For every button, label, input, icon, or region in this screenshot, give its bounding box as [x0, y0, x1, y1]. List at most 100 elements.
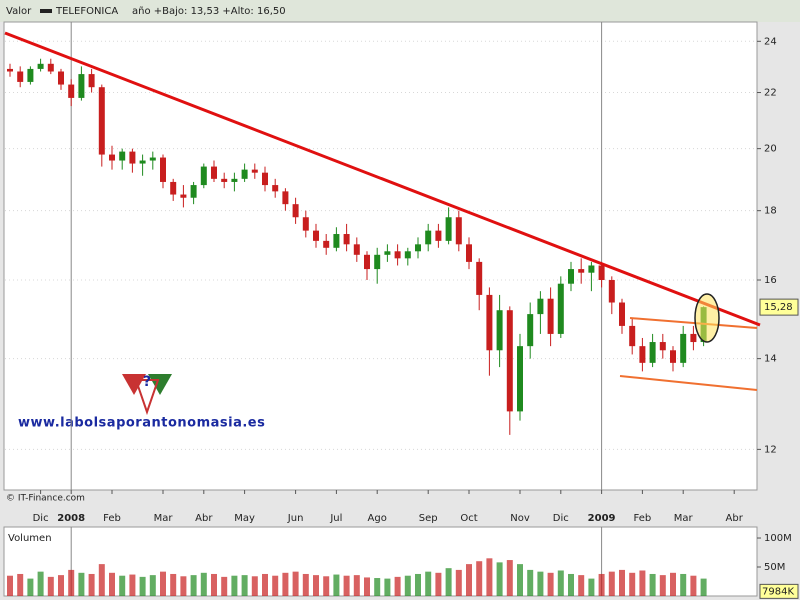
candle-body — [333, 234, 340, 248]
candle-body — [353, 244, 360, 255]
volume-bar — [292, 571, 299, 596]
y-tick-label: 20 — [764, 144, 777, 155]
candle-body — [160, 157, 166, 182]
volume-bar — [272, 575, 279, 596]
candle-body — [517, 346, 523, 412]
volume-bar — [119, 575, 126, 596]
volume-bar — [506, 560, 513, 596]
volume-bar — [425, 571, 432, 596]
volume-bar — [262, 573, 268, 596]
last-volume-label: 7984K — [762, 586, 794, 597]
volume-bar — [98, 564, 105, 596]
volume-bar — [404, 575, 411, 596]
volume-bar — [680, 573, 687, 596]
x-tick-label: 2008 — [57, 513, 85, 524]
y-tick-label: 18 — [764, 206, 777, 217]
volume-bar — [639, 570, 646, 596]
candle-body — [486, 294, 493, 351]
volume-bar — [231, 575, 238, 596]
candle-body — [292, 204, 299, 218]
volume-bar — [37, 571, 44, 596]
candle-body — [404, 251, 411, 259]
legend-swatch — [40, 9, 52, 13]
volume-bar — [139, 576, 146, 596]
volume-bar — [455, 569, 462, 596]
volume-bar — [180, 576, 187, 596]
last-volume-box — [759, 583, 799, 599]
candle-body — [262, 172, 268, 186]
candle-body — [119, 151, 126, 161]
volume-bar — [517, 564, 523, 596]
x-tick-label: Jun — [287, 513, 304, 524]
volume-bar — [384, 578, 391, 596]
volume-bar — [588, 578, 595, 596]
volume-bar — [313, 575, 319, 596]
x-tick-label: Mar — [674, 513, 694, 524]
volume-bar — [670, 572, 676, 596]
candle-body — [639, 346, 646, 363]
candle-body — [506, 310, 513, 412]
volume-bar — [160, 571, 166, 596]
x-tick-label: Abr — [726, 513, 744, 524]
candle-body — [445, 217, 452, 241]
volume-bar — [88, 573, 95, 596]
candle-body — [27, 68, 34, 82]
volume-bar — [343, 575, 350, 596]
volume-title: Volumen — [8, 533, 52, 544]
x-tick-label: 2009 — [588, 513, 616, 524]
candle-body — [374, 254, 381, 270]
candle-body — [384, 251, 391, 255]
value-label: Valor — [6, 6, 32, 17]
candle-body — [302, 217, 309, 231]
volume-bar — [27, 578, 34, 596]
volume-bar — [251, 576, 258, 596]
volume-bar — [7, 575, 13, 596]
x-tick-label: Mar — [154, 513, 174, 524]
x-tick-label: Oct — [460, 513, 477, 524]
volume-bar — [445, 568, 452, 596]
volume-bar — [690, 575, 697, 596]
volume-bar — [323, 576, 330, 596]
candle-body — [211, 166, 217, 179]
volume-bar — [578, 575, 585, 596]
candle-body — [466, 244, 472, 262]
x-tick-label: Nov — [510, 513, 530, 524]
candle-body — [496, 310, 503, 351]
volume-bar — [415, 573, 421, 596]
candle-body — [180, 194, 187, 198]
candle-body — [241, 169, 248, 179]
x-tick-label: May — [234, 513, 255, 524]
volume-bar — [68, 569, 75, 596]
candle-body — [680, 333, 687, 363]
candle-body — [547, 298, 554, 334]
volume-bar — [190, 575, 197, 596]
volume-bar — [568, 573, 574, 596]
x-tick-label: Abr — [195, 513, 213, 524]
volume-bar — [333, 574, 340, 596]
candle-body — [170, 181, 177, 195]
y-tick-label: 24 — [764, 36, 777, 47]
volume-bar — [221, 576, 228, 596]
candle-body — [231, 178, 238, 182]
candle-body — [190, 185, 197, 198]
candle-body — [629, 325, 636, 347]
candle-body — [649, 342, 656, 363]
candle-body — [537, 298, 544, 315]
candle-body — [659, 342, 666, 351]
volume-bar — [608, 571, 615, 596]
volume-bar — [619, 569, 625, 596]
candle-body — [619, 302, 625, 326]
candle-body — [37, 63, 44, 69]
candle-body — [109, 154, 115, 161]
volume-bar — [129, 574, 136, 596]
candle-body — [425, 230, 432, 245]
volume-bar — [659, 575, 666, 596]
channel-line — [629, 317, 758, 329]
candle-body — [200, 166, 207, 186]
candle-body — [251, 169, 258, 173]
candle-body — [476, 261, 483, 295]
candle-body — [139, 160, 146, 164]
candle-body — [323, 240, 330, 248]
volume-bar — [629, 572, 636, 596]
y-tick-label: 50M — [764, 562, 785, 573]
